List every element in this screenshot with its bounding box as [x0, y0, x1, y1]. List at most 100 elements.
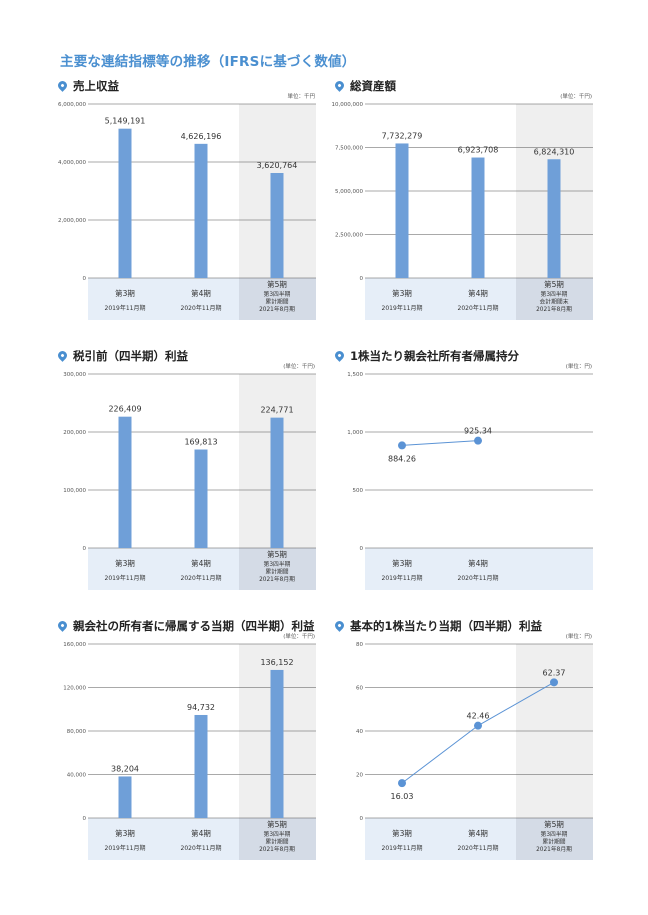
category-name: 第4期: [468, 558, 488, 568]
y-tick-label: 1,500: [347, 372, 363, 378]
unit-label: (単位：千円): [560, 92, 592, 100]
chart-title: 税引前（四半期）利益: [56, 348, 188, 364]
category-band-period5: [516, 278, 593, 320]
category-name: 第4期: [468, 288, 488, 298]
chart-panel-1: 売上収益 単位：千円 6,000,000 4,000,000 2,000,000 0 第3期…: [56, 78, 320, 320]
category-name: 第4期: [191, 558, 211, 568]
category-sub: 累計期間: [265, 838, 288, 846]
y-tick-label: 0: [83, 276, 87, 282]
category-sub: 累計期間: [542, 838, 565, 846]
chart-svg: (単位：千円) 10,000,000 7,500,000 5,000,000 2,500…: [332, 92, 593, 320]
chart-title: 1株当たり親会社所有者帰属持分: [333, 348, 519, 364]
chart-svg: (単位：円) 1,500 1,000 500 0 第3期 2019年11月期 第4期 2020年…: [347, 362, 593, 590]
y-tick-label: 0: [83, 816, 87, 822]
y-tick-label: 120,000: [63, 686, 86, 692]
unit-label: 単位：千円: [287, 92, 315, 100]
chart-panel-6: 基本的1株当たり当期（四半期）利益 (単位：円) 80 60 40 20 0 第3期 2019年…: [333, 618, 597, 860]
y-tick-label: 0: [360, 816, 364, 822]
chart-title: 基本的1株当たり当期（四半期）利益: [333, 618, 542, 634]
data-label: 226,409: [108, 405, 141, 414]
data-label: 94,732: [187, 703, 215, 712]
category-date: 2019年11月期: [382, 844, 423, 852]
chart-title: 総資産額: [333, 78, 396, 94]
chart-panel-2: 総資産額 (単位：千円) 10,000,000 7,500,000 5,000,000 2…: [332, 78, 597, 320]
y-tick-label: 40: [356, 729, 363, 735]
data-point: [474, 436, 482, 445]
chart-svg: (単位：円) 80 60 40 20 0 第3期 2019年11月期 第4期 2020年11月期 第…: [356, 632, 593, 860]
category-band-period5: [239, 278, 316, 320]
y-tick-label: 160,000: [63, 642, 86, 648]
category-name: 第3期: [115, 828, 135, 838]
category-sub: 第3四半期: [264, 560, 291, 568]
category-sub: 2021年8月期: [536, 845, 572, 853]
category-name: 第3期: [392, 558, 412, 568]
y-tick-label: 40,000: [67, 773, 87, 779]
data-label: 3,620,764: [257, 161, 298, 170]
category-date: 2019年11月期: [382, 304, 423, 312]
bar: [118, 416, 132, 548]
page-title: 主要な連結指標等の推移（IFRSに基づく数値）: [60, 54, 356, 70]
chart-title: 売上収益: [56, 78, 119, 94]
bar: [395, 143, 409, 278]
category-date: 2020年11月期: [458, 844, 499, 852]
category-name: 第3期: [115, 288, 135, 298]
category-name: 第5期: [267, 819, 287, 829]
category-name: 第5期: [544, 279, 564, 289]
data-label: 169,813: [184, 438, 217, 447]
y-tick-label: 0: [360, 546, 364, 552]
data-label: 6,923,708: [458, 146, 499, 155]
category-band-period5: [239, 548, 316, 590]
category-band-period5: [516, 818, 593, 860]
bar: [118, 128, 132, 278]
unit-label: (単位：円): [566, 632, 592, 640]
category-band-period5: [239, 818, 316, 860]
unit-label: (単位：千円): [283, 632, 315, 640]
data-label: 136,152: [260, 658, 293, 667]
category-sub: 第3四半期: [264, 290, 291, 298]
category-date: 2019年11月期: [105, 574, 146, 582]
category-sub: 2021年8月期: [536, 305, 572, 313]
data-label: 4,626,196: [181, 132, 222, 141]
category-name: 第3期: [115, 558, 135, 568]
chart-panel-4: 1株当たり親会社所有者帰属持分 (単位：円) 1,500 1,000 500 0 第3期 20…: [333, 348, 597, 590]
y-tick-label: 0: [83, 546, 87, 552]
bar: [270, 669, 284, 818]
category-date: 2019年11月期: [105, 844, 146, 852]
y-tick-label: 4,000,000: [58, 160, 86, 166]
category-date: 2020年11月期: [458, 304, 499, 312]
y-tick-label: 0: [360, 276, 364, 282]
series-line: [401, 440, 479, 446]
chart-panel-5: 親会社の所有者に帰属する当期（四半期）利益 (単位：千円) 160,000 120,0…: [56, 618, 320, 860]
category-sub: 累計期間: [265, 298, 288, 306]
category-sub: 第3四半期: [541, 290, 568, 298]
y-tick-label: 200,000: [63, 430, 86, 436]
category-sub: 2021年8月期: [259, 575, 295, 583]
category-name: 第3期: [392, 828, 412, 838]
unit-label: (単位：円): [566, 362, 592, 370]
data-point: [398, 779, 406, 788]
chart-title: 親会社の所有者に帰属する当期（四半期）利益: [56, 618, 315, 634]
y-tick-label: 100,000: [63, 488, 86, 494]
unit-label: (単位：千円): [283, 362, 315, 370]
chart-svg: 単位：千円 6,000,000 4,000,000 2,000,000 0 第3期 2019…: [58, 92, 316, 320]
category-date: 2020年11月期: [458, 574, 499, 582]
category-name: 第4期: [191, 288, 211, 298]
data-label: 6,824,310: [534, 147, 575, 156]
y-tick-label: 80: [356, 642, 363, 648]
bar: [194, 143, 208, 278]
category-date: 2020年11月期: [181, 574, 222, 582]
data-label: 224,771: [260, 406, 293, 415]
data-label: 884.26: [388, 454, 416, 463]
y-tick-label: 500: [353, 488, 364, 494]
bar: [270, 417, 284, 548]
category-sub: 2021年8月期: [259, 845, 295, 853]
chart-svg: (単位：千円) 300,000 200,000 100,000 0 第3期 2019年11月…: [63, 362, 316, 590]
chart-svg: (単位：千円) 160,000 120,000 80,000 40,000 0 第3期 201…: [63, 632, 316, 860]
category-name: 第5期: [267, 549, 287, 559]
y-tick-label: 6,000,000: [58, 102, 86, 108]
data-point: [550, 678, 558, 687]
y-tick-label: 5,000,000: [335, 189, 363, 195]
data-point: [474, 721, 482, 730]
category-sub: 会計期間末: [540, 298, 569, 306]
category-sub: 第3四半期: [264, 830, 291, 838]
